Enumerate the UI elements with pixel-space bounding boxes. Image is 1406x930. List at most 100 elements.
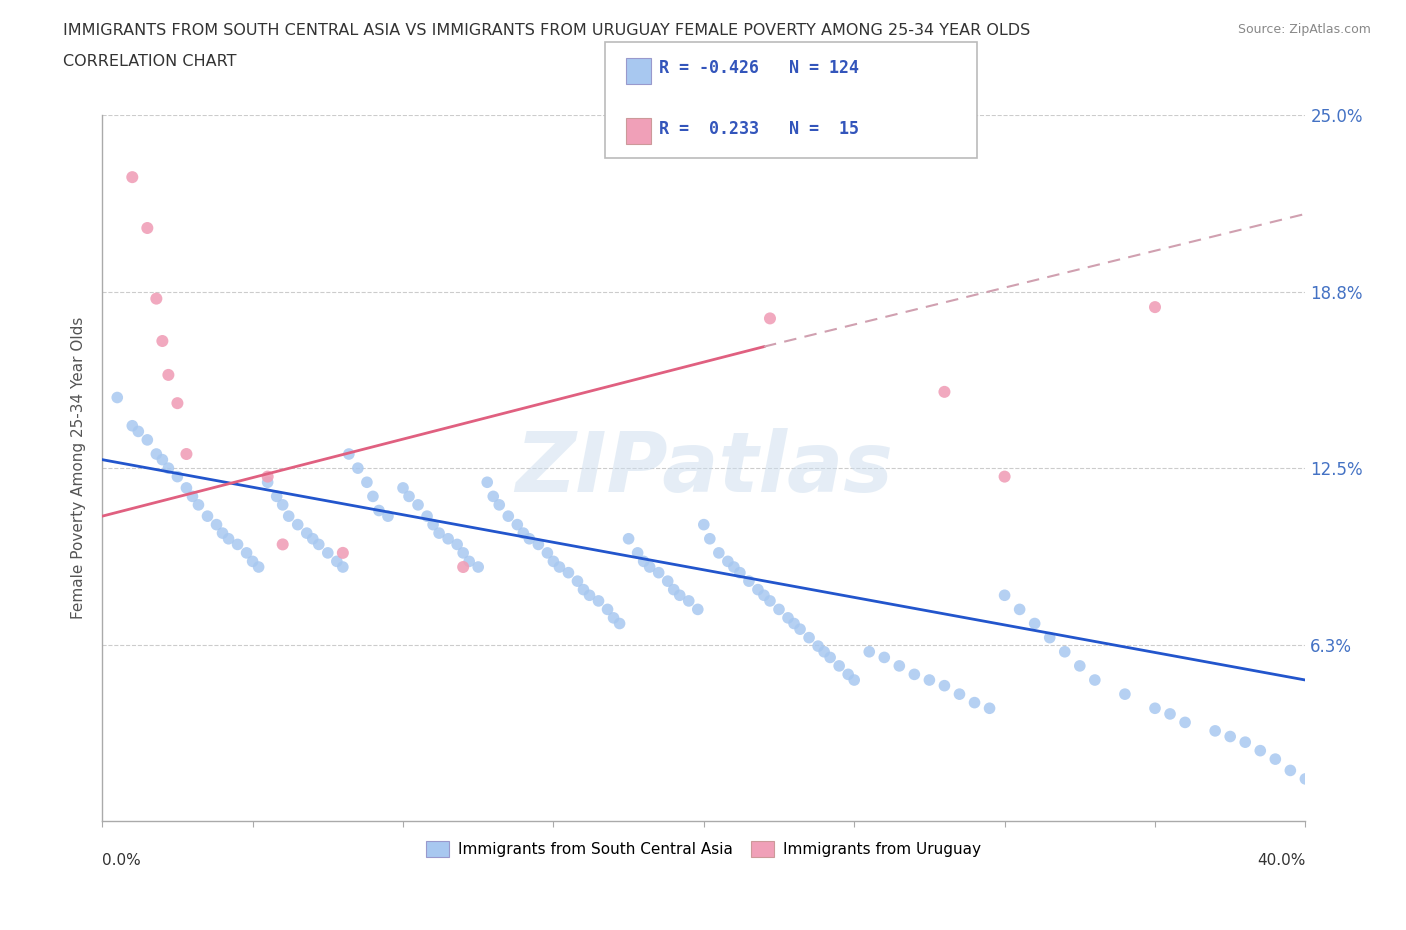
Point xyxy=(361,489,384,504)
Text: IMMIGRANTS FROM SOUTH CENTRAL ASIA VS IMMIGRANTS FROM URUGUAY FEMALE POVERTY AMO: IMMIGRANTS FROM SOUTH CENTRAL ASIA VS IM… xyxy=(63,23,1031,38)
Point xyxy=(392,481,415,496)
Point xyxy=(1159,707,1181,722)
Point xyxy=(723,560,745,575)
Point xyxy=(588,593,610,608)
Point xyxy=(662,582,685,597)
Point xyxy=(994,588,1017,603)
Point xyxy=(963,696,986,711)
Point xyxy=(699,531,721,546)
Point xyxy=(498,509,520,524)
Point xyxy=(517,531,540,546)
Point xyxy=(150,334,173,349)
Point xyxy=(197,509,219,524)
Point xyxy=(807,639,830,654)
Point xyxy=(759,593,782,608)
Point xyxy=(557,565,579,580)
Point xyxy=(437,531,460,546)
Point xyxy=(1114,686,1136,701)
Point xyxy=(477,475,499,490)
Point xyxy=(536,546,558,561)
Point xyxy=(707,546,730,561)
Point xyxy=(934,384,956,399)
Point xyxy=(406,498,429,512)
Point xyxy=(1174,715,1197,730)
Point xyxy=(1294,772,1316,787)
Point xyxy=(1264,751,1286,766)
Point xyxy=(157,367,180,382)
Point xyxy=(668,588,690,603)
Point xyxy=(617,531,640,546)
Point xyxy=(136,220,159,235)
Point xyxy=(271,498,294,512)
Point xyxy=(759,311,782,325)
Point xyxy=(717,554,740,569)
Point xyxy=(427,525,450,540)
Point xyxy=(247,560,270,575)
Point xyxy=(218,531,240,546)
Point xyxy=(527,537,550,551)
Point xyxy=(136,432,159,447)
Point xyxy=(844,672,866,687)
Point xyxy=(121,169,143,184)
Point xyxy=(256,475,278,490)
Text: R = -0.426   N = 124: R = -0.426 N = 124 xyxy=(659,60,859,77)
Point xyxy=(446,537,468,551)
Point xyxy=(813,644,835,659)
Point xyxy=(271,537,294,551)
Point xyxy=(1219,729,1241,744)
Point xyxy=(1084,672,1107,687)
Point xyxy=(127,424,149,439)
Point xyxy=(301,531,323,546)
Point xyxy=(347,460,370,475)
Point xyxy=(166,469,188,484)
Point xyxy=(728,565,751,580)
Point xyxy=(506,517,529,532)
Point xyxy=(451,560,474,575)
Point xyxy=(903,667,925,682)
Point xyxy=(176,446,198,461)
Point xyxy=(873,650,896,665)
Text: CORRELATION CHART: CORRELATION CHART xyxy=(63,54,236,69)
Point xyxy=(647,565,669,580)
Point xyxy=(467,560,489,575)
Point xyxy=(934,678,956,693)
Point xyxy=(543,554,565,569)
Point xyxy=(783,616,806,631)
Point xyxy=(512,525,534,540)
Point xyxy=(994,469,1017,484)
Point xyxy=(572,582,595,597)
Point xyxy=(918,672,941,687)
Point xyxy=(226,537,249,551)
Text: ZIPatlas: ZIPatlas xyxy=(515,428,893,509)
Point xyxy=(145,446,167,461)
Point xyxy=(1249,743,1271,758)
Point xyxy=(308,537,330,551)
Point xyxy=(752,588,775,603)
Point xyxy=(187,498,209,512)
Point xyxy=(578,588,600,603)
Point xyxy=(889,658,911,673)
Point xyxy=(368,503,391,518)
Point xyxy=(768,602,790,617)
Point xyxy=(1143,701,1166,716)
Point xyxy=(1143,299,1166,314)
Point xyxy=(242,554,264,569)
Point xyxy=(693,517,716,532)
Point xyxy=(818,650,841,665)
Point xyxy=(828,658,851,673)
Point xyxy=(316,546,339,561)
Point xyxy=(657,574,679,589)
Point xyxy=(211,525,233,540)
Point xyxy=(176,481,198,496)
Point xyxy=(1039,631,1062,645)
Point xyxy=(256,469,278,484)
Point xyxy=(416,509,439,524)
Point xyxy=(150,452,173,467)
Point xyxy=(1069,658,1091,673)
Point xyxy=(451,546,474,561)
Text: R =  0.233   N =  15: R = 0.233 N = 15 xyxy=(659,120,859,138)
Point xyxy=(837,667,859,682)
Text: Source: ZipAtlas.com: Source: ZipAtlas.com xyxy=(1237,23,1371,36)
Y-axis label: Female Poverty Among 25-34 Year Olds: Female Poverty Among 25-34 Year Olds xyxy=(72,317,86,619)
Point xyxy=(789,622,811,637)
